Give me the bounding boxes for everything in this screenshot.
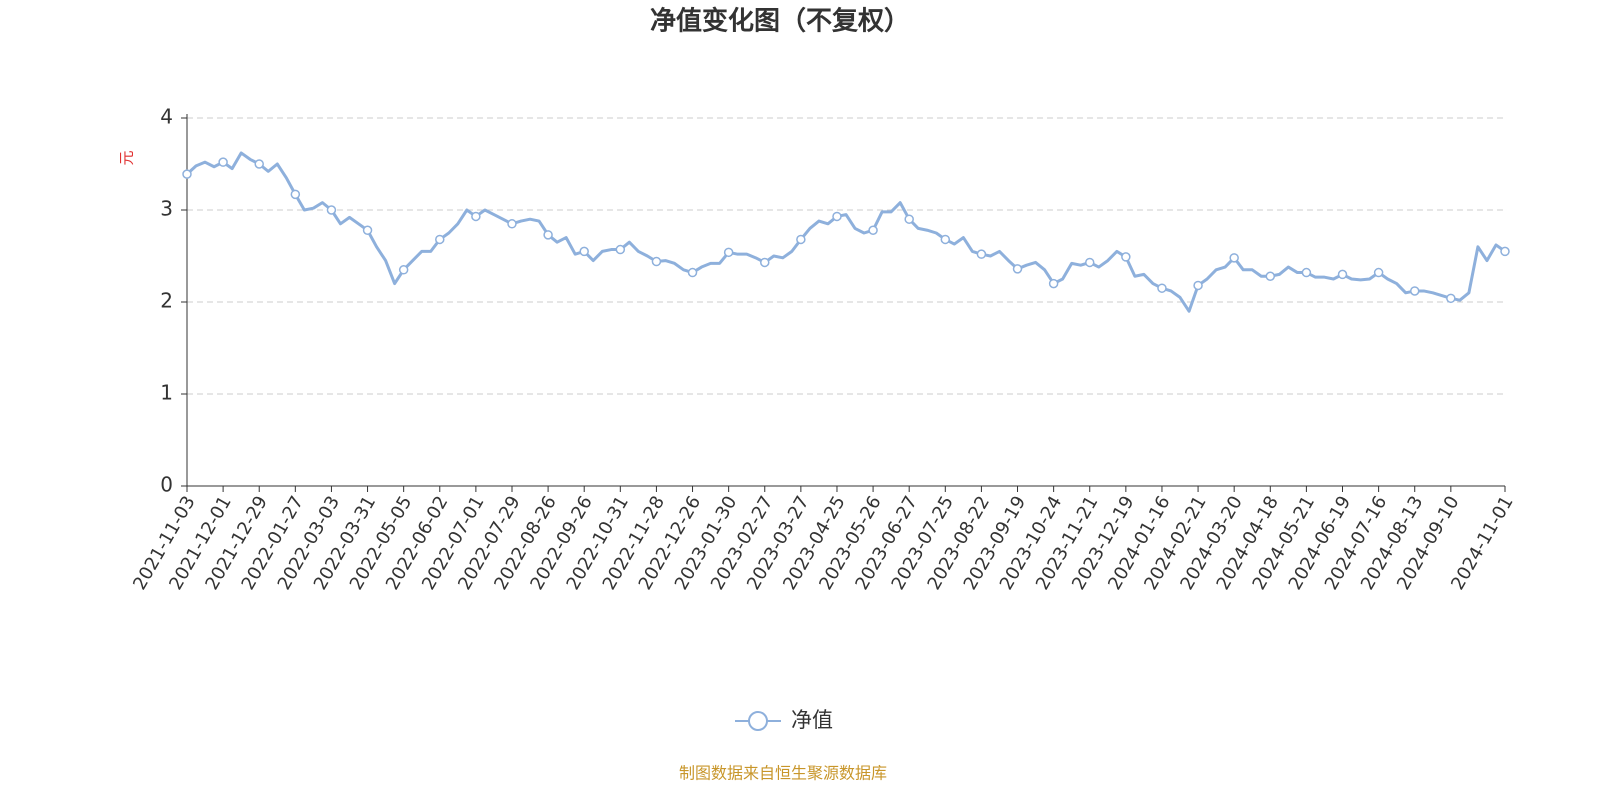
- y-tick-label: 2: [160, 289, 173, 313]
- point-marker: [868, 225, 878, 235]
- source-note: 制图数据来自恒生聚源数据库: [679, 764, 887, 783]
- point-marker: [1337, 269, 1348, 280]
- legend-marker: [748, 711, 768, 731]
- point-marker: [1084, 257, 1095, 268]
- point-marker: [1301, 267, 1312, 278]
- point-marker: [796, 234, 806, 245]
- point-marker: [615, 244, 626, 255]
- legend-label: 净值: [791, 708, 833, 732]
- point-marker: [1265, 271, 1276, 281]
- point-marker: [904, 214, 914, 224]
- point-marker: [940, 234, 951, 245]
- point-marker: [362, 225, 373, 235]
- point-marker: [760, 257, 770, 268]
- point-marker: [1157, 283, 1167, 293]
- point-marker: [687, 267, 698, 278]
- point-marker: [723, 247, 734, 258]
- y-tick-label: 1: [160, 381, 173, 405]
- point-marker: [1500, 246, 1510, 257]
- point-marker: [326, 205, 337, 215]
- chart-title: 净值变化图（不复权）: [650, 6, 910, 37]
- point-marker: [290, 189, 301, 200]
- y-tick-label: 4: [160, 105, 173, 129]
- point-marker: [507, 219, 517, 229]
- point-marker: [543, 230, 553, 240]
- point-marker: [1048, 278, 1059, 289]
- point-marker: [1012, 264, 1023, 274]
- point-marker: [254, 159, 264, 169]
- point-marker: [976, 249, 987, 259]
- point-marker: [1193, 280, 1203, 291]
- point-marker: [218, 157, 228, 167]
- point-marker: [1446, 293, 1456, 304]
- point-marker: [651, 256, 662, 267]
- point-marker: [1121, 252, 1131, 262]
- point-marker: [1229, 253, 1239, 263]
- y-tick-label: 3: [160, 197, 173, 221]
- point-marker: [182, 169, 192, 179]
- point-marker: [1409, 286, 1420, 296]
- point-marker: [435, 234, 445, 245]
- y-tick-label: 0: [160, 473, 173, 497]
- point-marker: [398, 265, 409, 275]
- y-axis-label: 元: [118, 150, 136, 165]
- point-marker: [1373, 267, 1384, 278]
- point-marker: [471, 211, 481, 222]
- point-marker: [579, 246, 589, 257]
- point-marker: [832, 211, 842, 222]
- series-line: [185, 151, 1506, 313]
